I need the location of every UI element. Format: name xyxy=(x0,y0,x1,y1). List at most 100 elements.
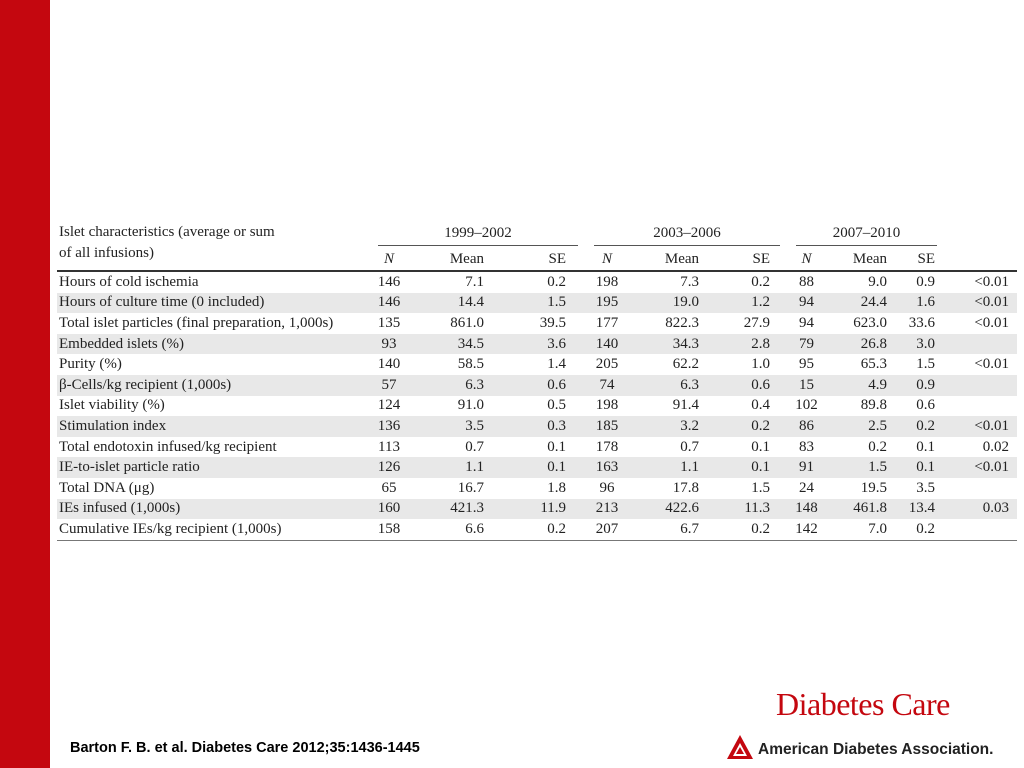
se-cell: 0.2 xyxy=(547,273,567,290)
mean-cell: 89.8 xyxy=(860,397,888,414)
mean-cell: 6.7 xyxy=(628,519,714,541)
row-label: IE-to-islet particle ratio xyxy=(57,457,370,478)
table-row: Embedded islets (%) 93 34.5 3.6 140 34.3 2.8 79… xyxy=(57,333,1018,355)
header-label-line1: Islet characteristics (average or sum xyxy=(59,223,275,240)
islet-characteristics-table: Islet characteristics (average or sum of… xyxy=(57,218,1018,541)
table-row: Total endotoxin infused/kg recipient 113 0… xyxy=(57,437,1017,458)
table-row: β-Cells/kg recipient (1,000s) 57 6.3 0.6 74 6… xyxy=(57,374,1018,396)
n-cell: 94 xyxy=(788,292,826,314)
subheader-n: N xyxy=(586,249,629,272)
row-label: Total islet particles (final preparation… xyxy=(59,314,334,331)
se-cell: 1.5 xyxy=(916,356,936,373)
mean-cell: 7.0 xyxy=(825,519,896,541)
se-cell: 0.1 xyxy=(751,438,771,455)
header-label: Islet characteristics (average or sum of… xyxy=(57,218,370,272)
n-cell: 177 xyxy=(595,314,619,331)
row-label: β-Cells/kg recipient (1,000s) xyxy=(57,374,370,396)
se-cell: 0.9 xyxy=(916,273,936,290)
se-cell: 1.2 xyxy=(713,292,789,314)
se-cell: 1.0 xyxy=(751,356,771,373)
mean-cell: 421.3 xyxy=(408,498,508,520)
mean-cell: 17.8 xyxy=(672,479,700,496)
subheader-mean: Mean xyxy=(628,249,714,272)
n-cell: 65 xyxy=(381,479,397,496)
n-cell: 146 xyxy=(370,292,408,314)
mean-cell: 58.5 xyxy=(457,356,484,373)
period-2007-2010: 2007–2010 xyxy=(788,218,945,249)
mean-cell: 422.6 xyxy=(628,498,714,520)
mean-cell: 0.2 xyxy=(868,438,888,455)
mean-cell: 19.5 xyxy=(860,479,888,496)
subheader-mean: Mean xyxy=(825,249,896,272)
p-value-cell: <0.01 xyxy=(974,356,1010,373)
mean-cell: 91.4 xyxy=(672,397,700,414)
row-label: Total DNA (μg) xyxy=(59,479,155,496)
n-cell: 207 xyxy=(586,519,629,541)
se-cell: 0.3 xyxy=(508,416,587,437)
mean-cell: 0.7 xyxy=(465,438,484,455)
row-label: Purity (%) xyxy=(59,356,122,373)
mean-cell: 0.7 xyxy=(680,438,700,455)
n-cell: 213 xyxy=(586,498,629,520)
se-cell: 0.2 xyxy=(713,416,789,437)
se-cell: 13.4 xyxy=(895,498,946,520)
n-cell: 185 xyxy=(586,416,629,437)
p-value-cell xyxy=(945,396,1017,417)
se-cell: 0.6 xyxy=(916,397,936,414)
se-cell: 0.9 xyxy=(895,374,946,396)
n-cell: 15 xyxy=(788,374,826,396)
mean-cell: 9.0 xyxy=(868,273,888,290)
p-value-cell: 0.03 xyxy=(945,498,1018,520)
mean-cell: 1.1 xyxy=(628,457,714,478)
n-cell: 95 xyxy=(799,356,815,373)
n-cell: 198 xyxy=(595,397,619,414)
n-cell: 136 xyxy=(370,416,408,437)
p-value-cell: 0.02 xyxy=(982,438,1010,455)
subheader-mean: Mean xyxy=(408,249,508,272)
se-cell: 39.5 xyxy=(539,314,567,331)
p-value-cell xyxy=(945,478,1017,499)
se-cell: 1.5 xyxy=(751,479,771,496)
row-label: Embedded islets (%) xyxy=(57,333,370,355)
n-cell: 146 xyxy=(377,273,401,290)
mean-cell: 6.6 xyxy=(408,519,508,541)
n-cell: 86 xyxy=(788,416,826,437)
mean-cell: 34.5 xyxy=(408,333,508,355)
n-cell: 79 xyxy=(788,333,826,355)
mean-cell: 3.5 xyxy=(408,416,508,437)
se-cell: 11.3 xyxy=(713,498,789,520)
p-value-cell: <0.01 xyxy=(945,457,1018,478)
citation: Barton F. B. et al. Diabetes Care 2012;3… xyxy=(70,740,420,756)
se-cell: 0.2 xyxy=(895,416,946,437)
se-cell: 0.2 xyxy=(895,519,946,541)
n-cell: 88 xyxy=(799,273,815,290)
table-row: Hours of culture time (0 included) 146 14.… xyxy=(57,292,1018,314)
table-row: Total islet particles (final preparation… xyxy=(57,313,1017,334)
p-value-header xyxy=(945,218,1017,249)
table-row: Hours of cold ischemia 146 7.1 0.2 198 7.3 0.2… xyxy=(57,271,1017,293)
mean-cell: 1.1 xyxy=(408,457,508,478)
se-cell: 3.0 xyxy=(895,333,946,355)
ada-logo: American Diabetes Association. xyxy=(726,734,993,760)
se-cell: 3.5 xyxy=(916,479,936,496)
table-row: IEs infused (1,000s) 160 421.3 11.9 213 422.6… xyxy=(57,498,1018,520)
subheader-p xyxy=(945,249,1018,272)
se-cell: 1.4 xyxy=(547,356,567,373)
table-body: Hours of cold ischemia 146 7.1 0.2 198 7.3 0.2… xyxy=(57,271,1018,541)
n-cell: 198 xyxy=(595,273,619,290)
row-label: IEs infused (1,000s) xyxy=(57,498,370,520)
period-2003-2006: 2003–2006 xyxy=(586,218,788,249)
n-cell: 148 xyxy=(788,498,826,520)
mean-cell: 34.3 xyxy=(628,333,714,355)
n-cell: 91 xyxy=(788,457,826,478)
n-cell: 140 xyxy=(377,356,401,373)
mean-cell: 7.3 xyxy=(680,273,700,290)
n-cell: 96 xyxy=(599,479,615,496)
p-value-cell: <0.01 xyxy=(945,416,1018,437)
se-cell: 0.1 xyxy=(508,457,587,478)
se-cell: 0.2 xyxy=(508,519,587,541)
mean-cell: 623.0 xyxy=(853,314,888,331)
subheader-se: SE xyxy=(508,249,587,272)
mean-cell: 1.5 xyxy=(825,457,896,478)
mean-cell: 26.8 xyxy=(825,333,896,355)
